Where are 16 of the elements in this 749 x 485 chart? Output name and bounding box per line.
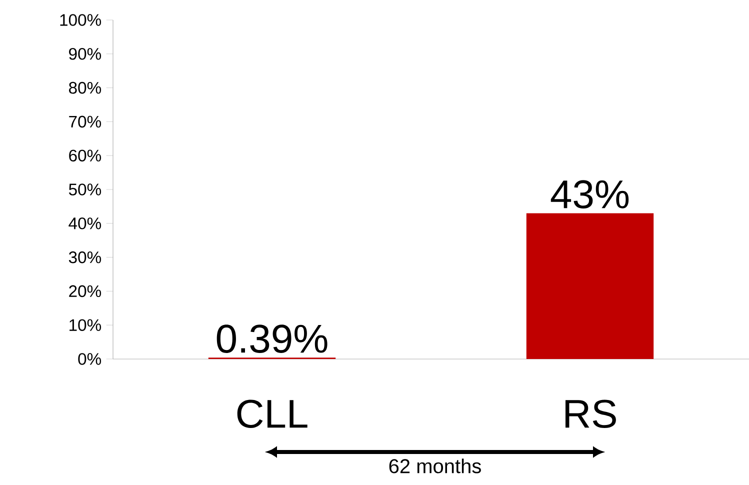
y-tick-label: 10% [70,319,102,331]
y-tick-label: 0% [78,353,102,365]
x-tick-label: CLL [237,400,308,428]
y-tick-label: 50% [68,184,102,196]
x-tick-label: RS [566,400,616,428]
y-tick-label: 100% [60,14,102,26]
y-tick-label: 80% [69,82,102,94]
y-tick-label: 60% [69,150,102,162]
y-tick-label: 90% [69,48,102,60]
text: 62 months [389,458,481,474]
y-tick-label: 30% [68,251,102,264]
y-tick-label: 40% [68,218,102,230]
data-label: 0.39% [216,324,328,353]
y-tick-label: 20% [69,285,102,298]
data-label: 43% [550,180,629,209]
y-tick-label: 70% [69,116,102,128]
